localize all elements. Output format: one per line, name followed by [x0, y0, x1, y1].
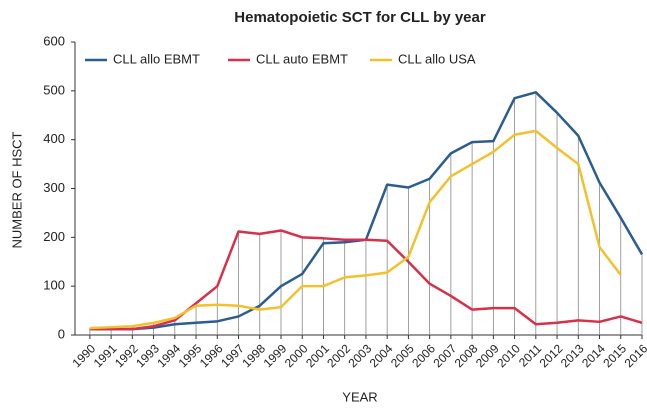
y-tick-label: 400 — [43, 131, 65, 146]
y-axis-label: NUMBER OF HSCT — [9, 131, 24, 248]
x-tick-label: 2016 — [622, 341, 647, 370]
y-tick-label: 500 — [43, 82, 65, 97]
y-tick-label: 300 — [43, 180, 65, 195]
legend-label: CLL allo USA — [398, 51, 476, 66]
legend-label: CLL auto EBMT — [256, 51, 348, 66]
series-line — [89, 129, 622, 330]
y-tick-label: 200 — [43, 229, 65, 244]
legend-label: CLL allo EBMT — [113, 51, 200, 66]
y-tick-label: 100 — [43, 278, 65, 293]
x-tick-label: 2011 — [516, 341, 544, 369]
chart-title: Hematopoietic SCT for CLL by year — [234, 9, 486, 26]
y-tick-label: 0 — [58, 326, 65, 341]
y-tick-label: 600 — [43, 33, 65, 48]
x-axis-label: YEAR — [342, 389, 377, 404]
